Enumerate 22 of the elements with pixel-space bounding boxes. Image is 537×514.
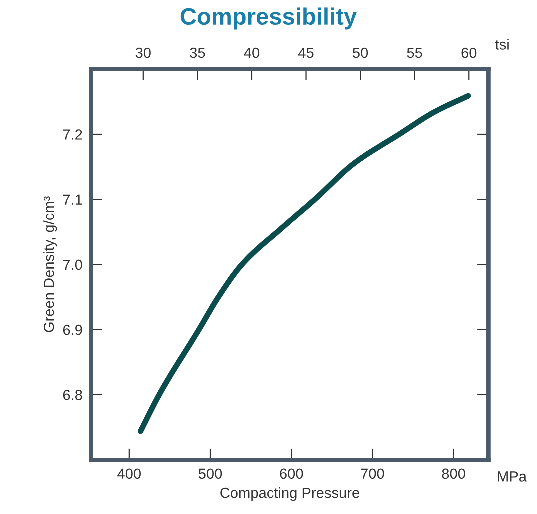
y-tick-label: 6.8: [63, 390, 82, 400]
text: MPa: [498, 472, 527, 482]
y-tick-label: 7.0: [63, 260, 82, 270]
x-tick-label: 400: [118, 468, 142, 480]
chart-title: Compressibility: [180, 8, 357, 30]
y-tick-label: 6.9: [63, 324, 82, 336]
x-tick-label: 700: [361, 468, 384, 480]
x-tick-label: 600: [280, 468, 304, 480]
x2-tick-label: 30: [136, 48, 151, 58]
x2-tick-label: 35: [190, 48, 206, 58]
x2-tick-label: 55: [407, 48, 422, 58]
y-tick-label: 7.2: [63, 130, 82, 140]
x2-tick-label: 45: [298, 48, 314, 58]
x2-tick-label: 40: [244, 48, 260, 58]
x2-tick-label: 50: [353, 48, 368, 58]
x2-tick-label: 60: [462, 48, 477, 58]
x-tick-label: 500: [198, 468, 222, 480]
x-axis-title: Compacting Pressure: [220, 488, 360, 502]
x2-axis-title: tsi: [496, 39, 509, 50]
y-tick-label: 7.1: [63, 194, 82, 205]
y-axis-title: Green Density, g/cm³: [44, 196, 58, 332]
x-tick-label: 800: [442, 468, 466, 480]
